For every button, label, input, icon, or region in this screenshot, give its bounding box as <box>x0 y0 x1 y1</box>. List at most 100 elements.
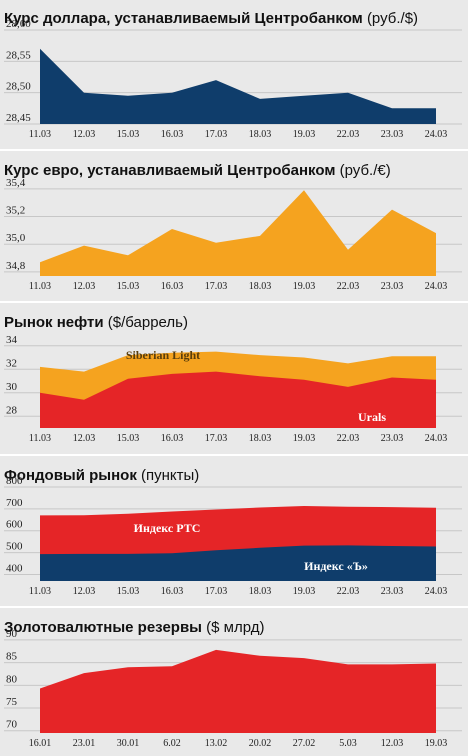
reserves-panel: Золотовалютные резервы ($ млрд) 70 75 80 85… <box>0 609 468 756</box>
dollar-unit-text: (руб./$) <box>366 10 419 27</box>
dollar-title: Курс доллара, устанавливаемый Центробанк… <box>4 10 418 27</box>
reserves-title-text: Золотовалютные резервы <box>4 619 202 636</box>
series-area <box>40 649 436 733</box>
x-tick-label: 13.02 <box>205 738 228 749</box>
stocks-title: Фондовый рынок (пункты) <box>4 467 199 484</box>
x-tick-label: 24.03 <box>425 586 448 597</box>
x-tick-label: 23.01 <box>73 738 96 749</box>
reserves-title: Золотовалютные резервы ($ млрд) <box>4 619 264 636</box>
x-tick-label: 19.03 <box>293 586 316 597</box>
stocks-title-text: Фондовый рынок <box>4 467 137 484</box>
x-tick-label: 20.02 <box>249 738 272 749</box>
dollar-title-text: Курс доллара, устанавливаемый Центробанк… <box>4 10 363 27</box>
oil-panel: Рынок нефти ($/баррель) 28 30 32 34 11.03 12.… <box>0 304 468 452</box>
y-tick-label: 28,55 <box>6 49 31 61</box>
y-tick-label: 600 <box>6 519 23 531</box>
y-tick-label: 28 <box>6 404 18 416</box>
y-tick-label: 35,2 <box>6 205 25 217</box>
y-tick-label: 35,4 <box>6 177 26 189</box>
oil-title-text: Рынок нефти <box>4 314 104 331</box>
x-tick-label: 12.03 <box>73 433 96 444</box>
separator <box>0 454 468 456</box>
x-tick-label: 19.03 <box>293 281 316 292</box>
y-tick-label: 800 <box>6 475 23 487</box>
x-tick-label: 18.03 <box>249 586 272 597</box>
dollar-panel: Курс доллара, устанавливаемый Центробанк… <box>0 0 468 148</box>
reserves-unit-text: ($ млрд) <box>206 619 265 636</box>
x-tick-label: 18.03 <box>249 129 272 140</box>
x-tick-label: 23.03 <box>381 129 404 140</box>
y-tick-label: 28,45 <box>6 112 31 124</box>
x-tick-label: 15.03 <box>117 586 140 597</box>
oil-title: Рынок нефти ($/баррель) <box>4 314 188 331</box>
reserves-chart: 70 75 80 85 90 16.01 23.01 30.01 6.02 13.02 20.02 2… <box>4 628 462 749</box>
series-area <box>40 371 436 428</box>
y-tick-label: 80 <box>6 673 18 685</box>
x-tick-label: 18.03 <box>249 433 272 444</box>
y-tick-label: 28,50 <box>6 81 31 93</box>
x-tick-label: 22.03 <box>337 433 360 444</box>
x-tick-label: 17.03 <box>205 586 228 597</box>
euro-unit-text: (руб./€) <box>339 162 391 179</box>
x-tick-label: 12.03 <box>73 129 96 140</box>
x-tick-label: 24.03 <box>425 433 448 444</box>
x-tick-label: 23.03 <box>381 586 404 597</box>
y-tick-label: 75 <box>6 696 18 708</box>
x-tick-label: 19.03 <box>293 129 316 140</box>
x-tick-label: 6.02 <box>163 738 181 749</box>
x-tick-label: 12.03 <box>73 586 96 597</box>
x-tick-label: 12.03 <box>381 738 404 749</box>
x-tick-label: 16.03 <box>161 586 184 597</box>
x-tick-label: 22.03 <box>337 281 360 292</box>
y-tick-label: 400 <box>6 562 23 574</box>
y-tick-label: 70 <box>6 719 18 731</box>
oil-unit-text: ($/баррель) <box>107 314 188 331</box>
stocks-unit-text: (пункты) <box>141 467 200 484</box>
x-tick-label: 19.03 <box>425 738 448 749</box>
y-tick-label: 500 <box>6 541 23 553</box>
dollar-chart: 28,45 28,50 28,55 28,60 11.03 12.03 15.03 16.03… <box>4 18 462 140</box>
x-tick-label: 17.03 <box>205 433 228 444</box>
x-tick-label: 24.03 <box>425 281 448 292</box>
x-tick-label: 18.03 <box>249 281 272 292</box>
x-tick-label: 5.03 <box>339 738 357 749</box>
y-tick-label: 34,8 <box>6 260 26 272</box>
separator <box>0 606 468 608</box>
y-tick-label: 35,0 <box>6 232 26 244</box>
x-tick-label: 22.03 <box>337 129 360 140</box>
x-tick-label: 17.03 <box>205 129 228 140</box>
x-tick-label: 16.03 <box>161 281 184 292</box>
euro-title: Курс евро, устанавливаемый Центробанком … <box>4 162 391 179</box>
x-tick-label: 23.03 <box>381 433 404 444</box>
x-tick-label: 24.03 <box>425 129 448 140</box>
series-label: Urals <box>358 410 386 424</box>
series-label: Индекс «Ъ» <box>304 559 368 573</box>
x-tick-label: 11.03 <box>29 586 51 597</box>
x-tick-label: 15.03 <box>117 433 140 444</box>
x-tick-label: 19.03 <box>293 433 316 444</box>
x-tick-label: 17.03 <box>205 281 228 292</box>
x-tick-label: 16.01 <box>29 738 52 749</box>
separator <box>0 149 468 151</box>
series-area <box>40 545 436 581</box>
series-area <box>40 48 436 124</box>
separator <box>0 301 468 303</box>
y-tick-label: 30 <box>6 381 18 393</box>
x-tick-label: 11.03 <box>29 281 51 292</box>
y-tick-label: 32 <box>6 357 17 369</box>
x-tick-label: 11.03 <box>29 433 51 444</box>
series-label: Siberian Light <box>126 348 200 362</box>
series-area <box>40 190 436 276</box>
y-tick-label: 85 <box>6 651 18 663</box>
x-tick-label: 15.03 <box>117 129 140 140</box>
x-tick-label: 30.01 <box>117 738 140 749</box>
x-tick-label: 16.03 <box>161 129 184 140</box>
y-tick-label: 90 <box>6 628 18 640</box>
euro-chart: 34,8 35,0 35,2 35,4 11.03 12.03 15.03 16.03 17.0… <box>4 177 462 292</box>
x-tick-label: 11.03 <box>29 129 51 140</box>
x-tick-label: 12.03 <box>73 281 96 292</box>
euro-panel: Курс евро, устанавливаемый Центробанком … <box>0 152 468 300</box>
y-tick-label: 34 <box>6 334 18 346</box>
y-tick-label: 28,60 <box>6 18 31 30</box>
